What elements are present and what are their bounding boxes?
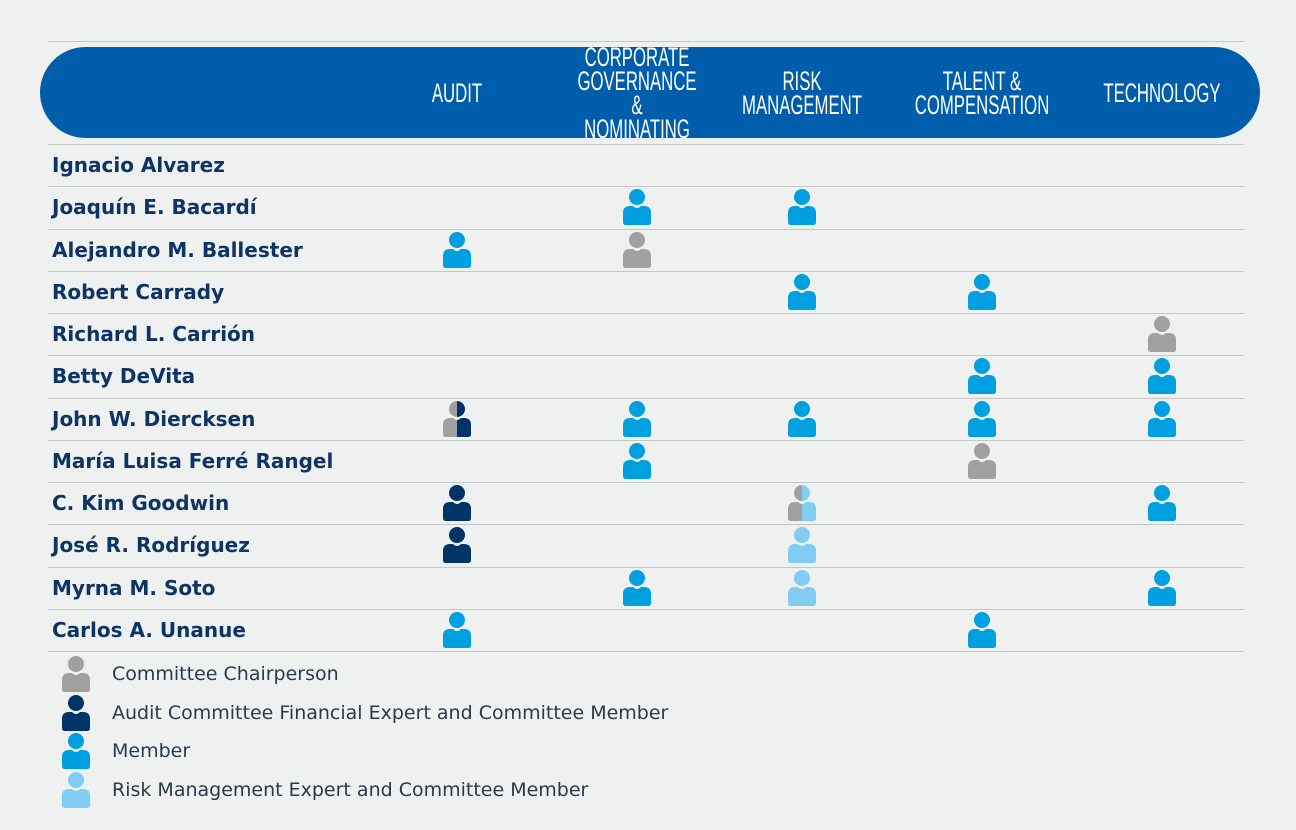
row-divider — [48, 440, 1244, 441]
member-person-icon — [623, 400, 651, 437]
row-divider — [48, 482, 1244, 483]
member-person-icon — [623, 569, 651, 606]
chair-risk-person-icon — [788, 485, 816, 521]
legend-label: Risk Management Expert and Committee Mem… — [112, 778, 589, 801]
row-divider — [48, 144, 1244, 145]
chair-legend-icon — [62, 656, 90, 692]
row-divider — [48, 229, 1244, 230]
member-person-icon — [1148, 569, 1176, 606]
director-name: Robert Carrady — [52, 279, 225, 304]
member-person-icon — [788, 273, 816, 310]
member-person-icon — [1148, 485, 1176, 521]
director-name: Ignacio Alvarez — [52, 153, 225, 177]
member-person-icon — [443, 611, 471, 648]
row-divider — [48, 567, 1244, 568]
member-person-icon — [788, 400, 816, 437]
director-name: Carlos A. Unanue — [52, 617, 246, 642]
row-divider — [48, 355, 1244, 356]
expert-legend-icon — [62, 694, 90, 731]
risk-legend-icon — [62, 771, 90, 808]
chair-person-icon — [1148, 316, 1176, 352]
chair-person-icon — [968, 442, 996, 479]
member-person-icon — [623, 189, 651, 226]
director-name: John W. Diercksen — [52, 406, 256, 431]
director-name: Joaquín E. Bacardí — [52, 195, 257, 220]
legend-label: Member — [112, 740, 191, 762]
director-name: Richard L. Carrión — [52, 322, 256, 346]
member-legend-icon — [62, 733, 90, 769]
member-person-icon — [1148, 400, 1176, 437]
member-person-icon — [968, 611, 996, 648]
director-name: Betty DeVita — [52, 364, 196, 389]
column-header: AUDIT — [431, 77, 483, 108]
director-name: C. Kim Goodwin — [52, 491, 230, 515]
director-name: José R. Rodríguez — [52, 533, 250, 558]
member-person-icon — [1148, 358, 1176, 395]
expert-person-icon — [443, 527, 471, 564]
row-divider — [48, 271, 1244, 272]
member-person-icon — [788, 189, 816, 226]
legend-label: Committee Chairperson — [112, 663, 339, 685]
row-divider — [48, 609, 1244, 610]
member-person-icon — [623, 442, 651, 479]
column-header: CORPORATE GOVERNANCE & NOMINATING — [577, 41, 697, 144]
director-name: Myrna M. Soto — [52, 575, 216, 600]
director-name: María Luisa Ferré Rangel — [52, 448, 334, 473]
director-name: Alejandro M. Ballester — [52, 237, 303, 262]
row-divider — [48, 651, 1244, 652]
member-person-icon — [968, 400, 996, 437]
row-divider — [48, 398, 1244, 399]
chair-person-icon — [623, 231, 651, 268]
risk-person-icon — [788, 527, 816, 564]
member-person-icon — [443, 231, 471, 268]
member-person-icon — [968, 358, 996, 395]
chair-expert-person-icon — [443, 400, 471, 437]
header-band — [40, 47, 1260, 138]
expert-person-icon — [443, 485, 471, 521]
row-divider — [48, 524, 1244, 525]
top-divider — [48, 41, 1244, 42]
risk-person-icon — [788, 569, 816, 606]
column-header: TECHNOLOGY — [1103, 77, 1221, 108]
legend-label: Audit Committee Financial Expert and Com… — [112, 701, 669, 724]
member-person-icon — [968, 273, 996, 310]
column-header: RISK MANAGEMENT — [742, 65, 862, 120]
row-divider — [48, 186, 1244, 187]
row-divider — [48, 313, 1244, 314]
column-header: TALENT & COMPENSATION — [914, 65, 1050, 120]
